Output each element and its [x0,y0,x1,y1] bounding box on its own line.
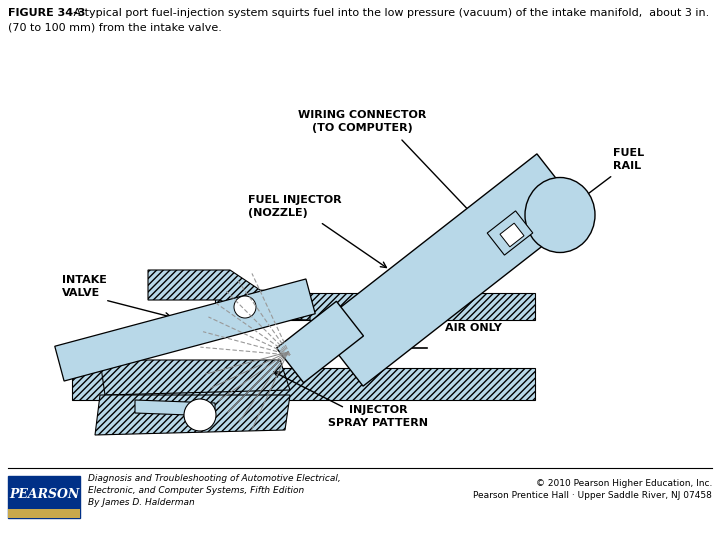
Polygon shape [55,279,315,381]
Text: Electronic, and Computer Systems, Fifth Edition: Electronic, and Computer Systems, Fifth … [88,486,305,495]
Text: Diagnosis and Troubleshooting of Automotive Electrical,: Diagnosis and Troubleshooting of Automot… [88,474,341,483]
Polygon shape [135,400,215,416]
Polygon shape [72,368,535,400]
Polygon shape [276,301,364,383]
Circle shape [184,399,216,431]
Polygon shape [487,211,533,255]
Text: WIRING CONNECTOR
(TO COMPUTER): WIRING CONNECTOR (TO COMPUTER) [298,110,426,133]
Text: FIGURE 34-3: FIGURE 34-3 [8,8,86,18]
Polygon shape [95,395,290,435]
Polygon shape [148,270,310,320]
Bar [8,509,80,518]
Text: INJECTOR
SPRAY PATTERN: INJECTOR SPRAY PATTERN [328,405,428,428]
FancyBboxPatch shape [8,476,80,518]
Text: FUEL
RAIL: FUEL RAIL [613,148,644,171]
Polygon shape [215,293,535,320]
Polygon shape [316,154,584,386]
Text: PEARSON: PEARSON [9,488,79,501]
Text: INTAKE
VALVE: INTAKE VALVE [62,275,107,298]
Text: (70 to 100 mm) from the intake valve.: (70 to 100 mm) from the intake valve. [8,22,222,32]
Circle shape [234,296,256,318]
Ellipse shape [525,178,595,253]
Text: A typical port fuel-injection system squirts fuel into the low pressure (vacuum): A typical port fuel-injection system squ… [70,8,709,18]
Text: By James D. Halderman: By James D. Halderman [88,498,194,507]
Polygon shape [100,360,290,395]
Polygon shape [500,223,524,247]
Text: Pearson Prentice Hall · Upper Saddle River, NJ 07458: Pearson Prentice Hall · Upper Saddle Riv… [473,491,712,500]
Text: FUEL INJECTOR
(NOZZLE): FUEL INJECTOR (NOZZLE) [248,195,341,218]
Text: © 2010 Pearson Higher Education, Inc.: © 2010 Pearson Higher Education, Inc. [536,479,712,488]
Text: AIR ONLY: AIR ONLY [445,323,502,333]
